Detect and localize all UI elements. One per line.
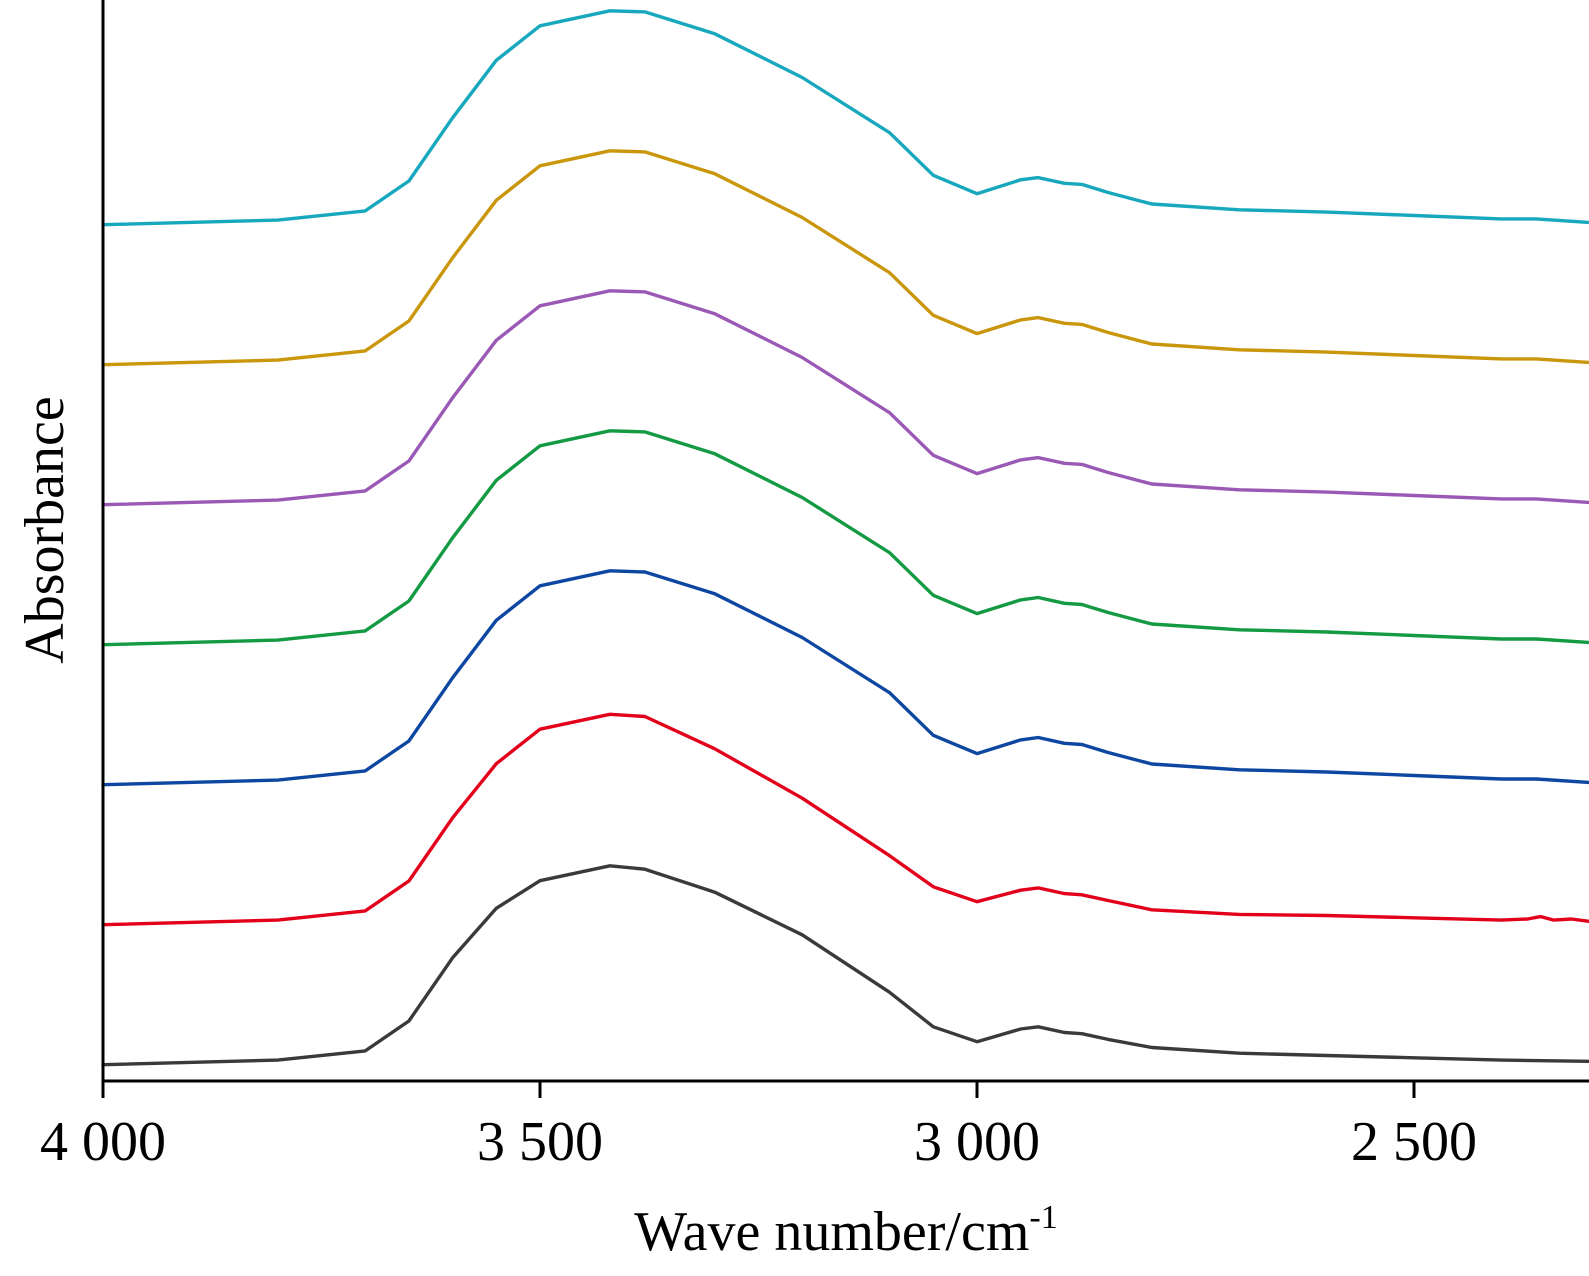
x-axis-title-superscript: -1 <box>1029 1199 1057 1236</box>
series-line-e <box>101 289 1589 507</box>
series-line-g <box>101 9 1589 227</box>
series-line-c <box>101 569 1589 787</box>
series-line-f <box>101 149 1589 367</box>
spectra-lines <box>101 9 1589 1067</box>
series-line-a <box>101 864 1589 1067</box>
x-axis-title: Wave number/cm-1 <box>634 1199 1057 1263</box>
x-tick-label: 4 000 <box>40 1111 166 1173</box>
x-tick-label: 3 500 <box>477 1111 603 1173</box>
series-line-d <box>101 429 1589 647</box>
y-axis-title: Absorbance <box>14 396 76 663</box>
series-line-b <box>101 712 1589 927</box>
x-tick-label: 2 500 <box>1351 1111 1477 1173</box>
x-axis-title-main: Wave number/cm <box>634 1201 1029 1263</box>
x-tick-label: 3 000 <box>914 1111 1040 1173</box>
